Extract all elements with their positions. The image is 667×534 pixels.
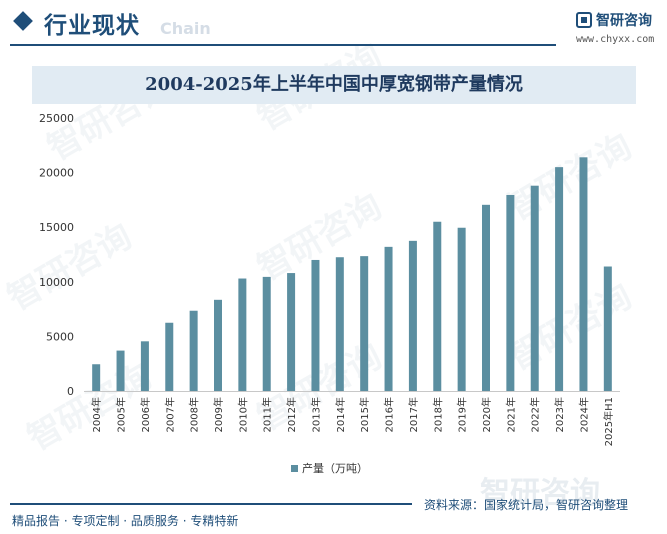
x-tick-label: 2021年 xyxy=(504,397,517,432)
bar xyxy=(408,240,417,391)
x-tick-label: 2020年 xyxy=(480,397,493,432)
bar xyxy=(189,310,198,391)
brand-name: 智研咨询 xyxy=(596,13,652,29)
footer-source: 资料来源：国家统计局，智研咨询整理 xyxy=(424,498,629,512)
x-tick-label: 2004年 xyxy=(90,397,103,432)
x-tick-label: 2024年 xyxy=(577,397,590,432)
bar xyxy=(214,299,222,391)
brand: 智研咨询 www.chyxx.com xyxy=(576,10,662,50)
section-title: 行业现状 xyxy=(44,13,140,39)
x-tick-label: 2014年 xyxy=(334,397,347,432)
x-tick-label: 2007年 xyxy=(163,397,176,432)
x-tick-label: 2008年 xyxy=(188,397,201,432)
bar xyxy=(384,246,393,391)
y-tick-label: 5000 xyxy=(46,330,74,343)
chart-title: 2004-2025年上半年中国中厚宽钢带产量情况 xyxy=(145,74,523,95)
x-tick-label: 2011年 xyxy=(261,397,274,432)
y-tick-label: 20000 xyxy=(39,167,74,180)
bar xyxy=(262,276,271,391)
bar xyxy=(530,185,539,391)
y-tick-label: 0 xyxy=(67,385,74,398)
x-tick-label: 2006年 xyxy=(139,397,152,432)
bar xyxy=(603,266,612,391)
x-tick-label: 2009年 xyxy=(212,397,225,432)
x-tick-label: 2017年 xyxy=(407,397,420,432)
header-divider xyxy=(10,44,556,46)
y-tick-label: 25000 xyxy=(39,112,74,125)
x-tick-label: 2019年 xyxy=(456,397,469,432)
y-tick-label: 10000 xyxy=(39,276,74,289)
x-tick-label: 2025年H1 xyxy=(602,397,615,446)
bar xyxy=(116,350,125,391)
legend-label: 产量（万吨） xyxy=(302,461,368,475)
bar xyxy=(287,273,296,391)
brand-url: www.chyxx.com xyxy=(576,34,655,45)
bar xyxy=(311,259,320,391)
x-tick-label: 2010年 xyxy=(236,397,249,432)
x-tick-label: 2012年 xyxy=(285,397,298,432)
y-tick-label: 15000 xyxy=(39,221,74,234)
ghost-word: Chain xyxy=(160,19,211,38)
watermark-logo: 智研咨询 xyxy=(480,476,600,511)
legend-swatch xyxy=(291,465,298,472)
footer-slogan: 精品报告 · 专项定制 · 品质服务 · 专精特新 xyxy=(12,514,239,528)
header: 行业现状 Chain 智研咨询 www.chyxx.com xyxy=(0,0,667,48)
x-tick-label: 2013年 xyxy=(309,397,322,432)
bar xyxy=(335,257,344,391)
x-tick-label: 2018年 xyxy=(431,397,444,432)
bar xyxy=(555,167,564,391)
bar xyxy=(457,227,466,391)
x-tick-label: 2005年 xyxy=(115,397,128,432)
chart-title-band: 2004-2025年上半年中国中厚宽钢带产量情况 xyxy=(32,66,636,104)
bar xyxy=(482,204,490,391)
bar xyxy=(92,364,101,391)
x-tick-label: 2022年 xyxy=(529,397,542,432)
bar xyxy=(140,341,149,391)
bar xyxy=(238,278,247,391)
bar xyxy=(579,157,588,391)
x-tick-label: 2016年 xyxy=(383,397,396,432)
bar xyxy=(433,221,442,391)
bar xyxy=(165,322,174,391)
bar xyxy=(360,256,369,391)
x-tick-label: 2023年 xyxy=(553,397,566,432)
bar xyxy=(506,194,515,391)
footer-divider xyxy=(10,503,412,505)
x-tick-label: 2015年 xyxy=(358,397,371,432)
brand-logo-icon xyxy=(576,12,592,28)
